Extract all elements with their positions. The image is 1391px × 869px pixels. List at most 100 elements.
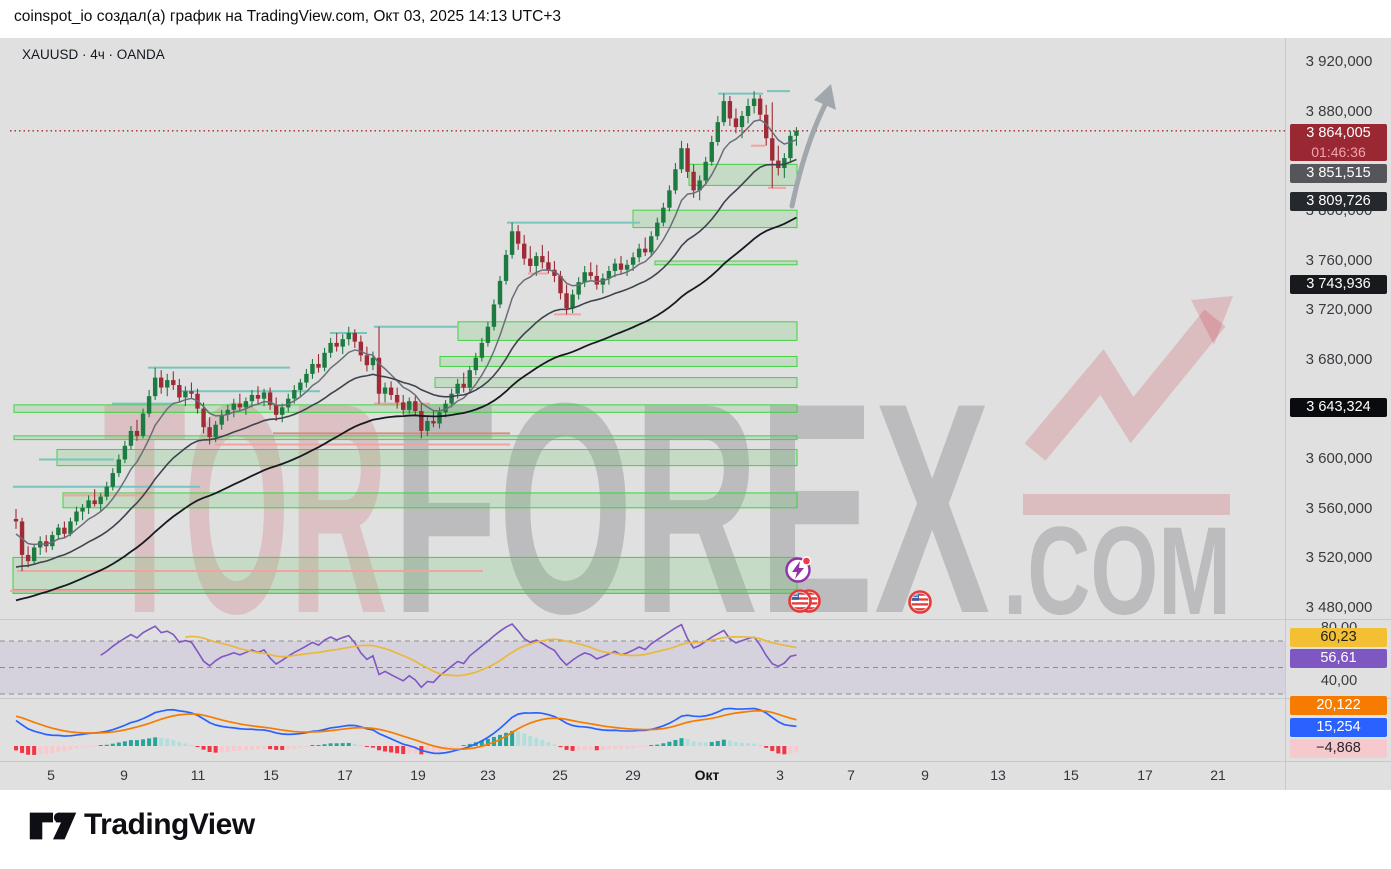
candle-body [213, 424, 218, 438]
macd-hist-bar [358, 745, 363, 746]
macd-hist-bar [310, 745, 315, 746]
macd-hist-bar [606, 746, 611, 750]
macd-hist-bar [467, 743, 472, 746]
moving-averages [15, 118, 797, 602]
economic-event-lightning-icon[interactable] [785, 556, 812, 583]
macd-hist-bar [32, 746, 37, 755]
candle-body [509, 231, 515, 255]
candle-body [273, 404, 279, 415]
candle-body [727, 101, 733, 119]
candle-body [352, 332, 357, 342]
candle-body [431, 421, 436, 424]
candle-body [515, 231, 521, 244]
us-flag-icon[interactable] [788, 589, 812, 613]
time-axis-label[interactable]: 21 [1210, 767, 1226, 783]
price-level-badge: 3 809,726 [1290, 191, 1387, 211]
flag-stripe [911, 593, 929, 596]
macd-hist-bar [485, 738, 490, 746]
time-axis-label[interactable]: 15 [1063, 767, 1079, 783]
candle-body [540, 256, 545, 263]
indicator-value-badge: 56,61 [1290, 648, 1387, 668]
macd-hist-bar [655, 744, 660, 746]
macd-hist-bar [316, 745, 321, 746]
time-axis-label[interactable]: 9 [120, 767, 128, 783]
indicator-value-badge: 60,23 [1290, 627, 1387, 647]
time-axis-label[interactable]: 9 [921, 767, 929, 783]
candle-body [522, 243, 527, 259]
macd-hist-bar [431, 746, 436, 754]
macd-hist-bar [437, 746, 442, 752]
candle-body [159, 377, 164, 388]
time-axis-label[interactable]: 25 [552, 767, 568, 783]
macd-hist-bar [135, 740, 139, 746]
candle-body [582, 272, 587, 283]
time-axis-label[interactable]: 29 [625, 767, 641, 783]
time-axis-label[interactable]: Окт [694, 767, 720, 783]
candle-body [346, 332, 351, 340]
macd-hist-bar [50, 746, 55, 754]
candle-body [231, 403, 236, 410]
macd-hist-bar [322, 744, 327, 746]
price-tick-label: 3 480,000 [1305, 599, 1373, 616]
candle-body [13, 518, 19, 522]
candle-body [794, 130, 799, 136]
macd-hist-bar [153, 737, 158, 746]
macd-hist-bar [74, 746, 79, 749]
time-axis-label[interactable]: 23 [480, 767, 496, 783]
candle-body [745, 106, 751, 116]
indicator-value-badge: −4,868 [1290, 738, 1387, 758]
price-level-badge: 3 643,324 [1290, 397, 1387, 417]
time-axis-label[interactable]: 19 [410, 767, 426, 783]
time-axis-label[interactable]: 11 [190, 767, 206, 783]
macd-hist-bar [564, 746, 569, 750]
tradingview-brand[interactable]: TradingView [84, 808, 255, 841]
time-axis-label[interactable]: 3 [776, 767, 784, 783]
chart-container[interactable]: TOR FOREX .COM XAUUSD · 4ч · OANDA 3 9 20… [0, 38, 1391, 790]
time-axis-label[interactable]: 17 [1137, 767, 1153, 783]
time-axis-label[interactable]: 15 [263, 767, 279, 783]
candle-body [636, 248, 642, 258]
candle-body [770, 138, 775, 161]
time-axis-label[interactable]: 5 [47, 767, 55, 783]
macd-hist-bar [733, 741, 738, 746]
candle-body [721, 101, 727, 123]
price-tick-label: 3 680,000 [1305, 351, 1373, 368]
zone [632, 209, 798, 229]
candle-body [243, 401, 249, 408]
tradingview-logo-icon[interactable] [28, 806, 78, 846]
candle-body [86, 500, 91, 508]
time-axis-label[interactable]: 7 [847, 767, 855, 783]
watermark-com: .COM [1003, 502, 1231, 641]
candle-body [68, 521, 73, 534]
candle-body [679, 148, 684, 170]
macd-hist-bar [679, 738, 684, 746]
macd-hist-bar [667, 741, 672, 746]
zone [12, 556, 798, 594]
macd-hist-bar [570, 746, 575, 751]
us-flag-icon[interactable] [908, 590, 932, 614]
macd-hist-bar [249, 746, 254, 750]
macd-line [15, 707, 797, 755]
macd-hist-bar [189, 744, 194, 746]
indicator-value-badge: 20,122 [1290, 695, 1387, 715]
macd-hist-bar [171, 739, 176, 746]
ma-line [15, 118, 797, 546]
candle-body [757, 98, 763, 115]
macd-hist-bar [479, 740, 484, 746]
macd-hist-bar [703, 742, 708, 746]
event-icons[interactable] [785, 556, 932, 614]
candle-body [56, 527, 61, 536]
time-axis-label[interactable]: 13 [990, 767, 1006, 783]
macd-hist-bar [20, 746, 25, 753]
time-axis-label[interactable]: 17 [337, 767, 353, 783]
macd-hist-bar [340, 743, 345, 746]
flag-stripe [911, 608, 929, 611]
macd-hist-bar [352, 743, 357, 746]
flag-stars [791, 595, 799, 597]
candle-body [685, 148, 690, 172]
candle-body [503, 254, 509, 281]
chart-legend[interactable]: XAUUSD · 4ч · OANDA [22, 47, 165, 62]
chart-canvas[interactable]: TOR FOREX .COM [0, 38, 1391, 790]
macd-hist-bar [128, 740, 133, 746]
macd-hist-bar [697, 742, 702, 746]
